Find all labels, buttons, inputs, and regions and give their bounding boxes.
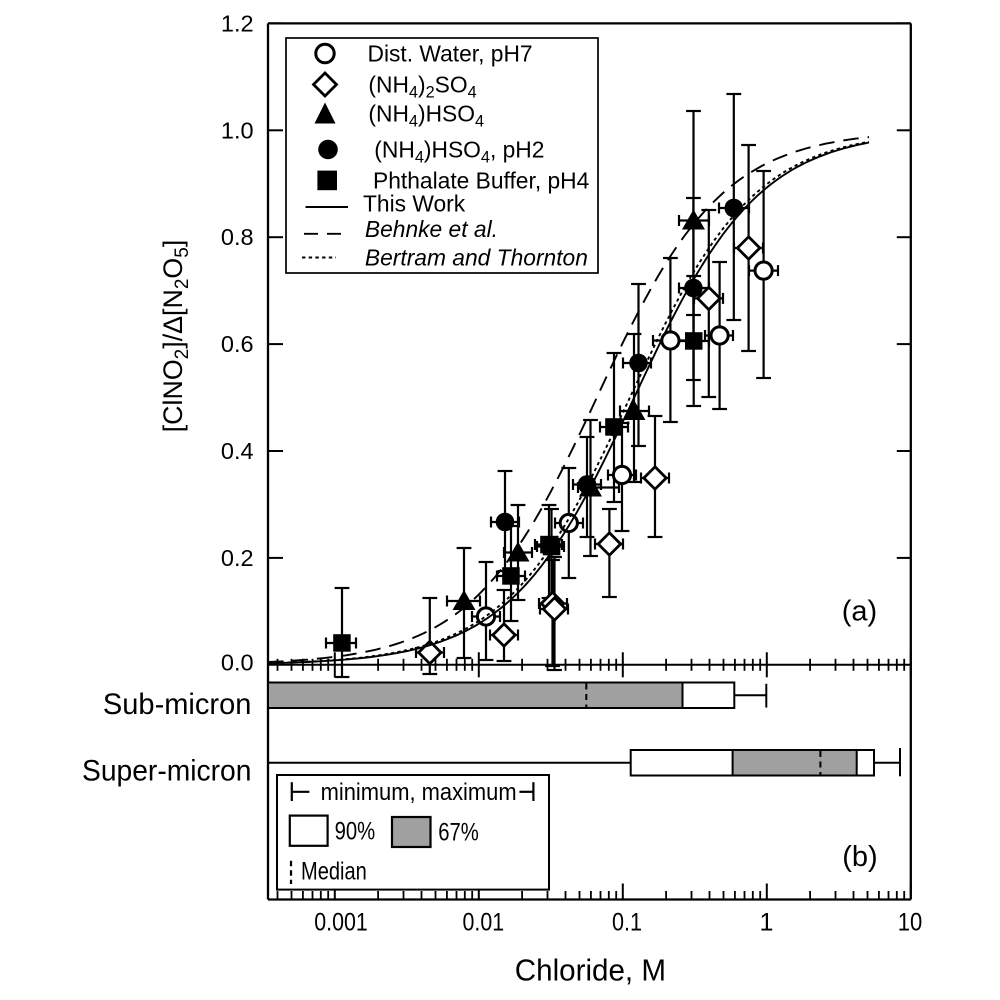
svg-text:10: 10 [898,909,923,937]
svg-text:Dist. Water, pH7: Dist. Water, pH7 [368,41,533,67]
svg-text:(b): (b) [842,841,877,873]
svg-text:Median: Median [301,857,367,885]
svg-text:0.001: 0.001 [314,909,368,937]
svg-text:1.0: 1.0 [221,117,254,143]
svg-text:Bertram and Thornton: Bertram and Thornton [365,244,588,270]
svg-text:(a): (a) [842,596,877,628]
svg-text:(NH4)HSO4​: (NH4)HSO4​ [368,101,484,131]
svg-text:Super-micron: Super-micron [82,754,251,787]
svg-text:This Work: This Work [363,191,466,217]
svg-text:0.6: 0.6 [221,331,254,357]
svg-text:minimum, maximum: minimum, maximum [321,779,517,806]
svg-text:Phthalate Buffer, pH4: Phthalate Buffer, pH4 [373,167,590,193]
svg-text:(NH4)2SO4​: (NH4)2SO4​ [368,72,476,102]
svg-text:0.01: 0.01 [463,909,505,937]
svg-text:(NH4)HSO4, pH2: (NH4)HSO4, pH2 [374,136,544,166]
svg-text:0.1: 0.1 [612,909,642,937]
svg-text:Behnke et al.: Behnke et al. [365,216,498,242]
svg-text:Chloride, M: Chloride, M [515,952,666,987]
svg-text:1: 1 [760,909,774,937]
svg-text:0.0: 0.0 [221,650,254,676]
svg-text:0.8: 0.8 [221,224,254,250]
svg-text:[ClNO2]/Δ[N2O5]: [ClNO2]/Δ[N2O5] [158,240,193,433]
svg-text:67%: 67% [438,818,479,846]
svg-text:0.2: 0.2 [221,545,254,571]
svg-text:1.2: 1.2 [221,10,254,36]
svg-text:Sub-micron: Sub-micron [103,688,252,721]
svg-text:90%: 90% [335,817,376,845]
svg-text:0.4: 0.4 [221,438,254,464]
